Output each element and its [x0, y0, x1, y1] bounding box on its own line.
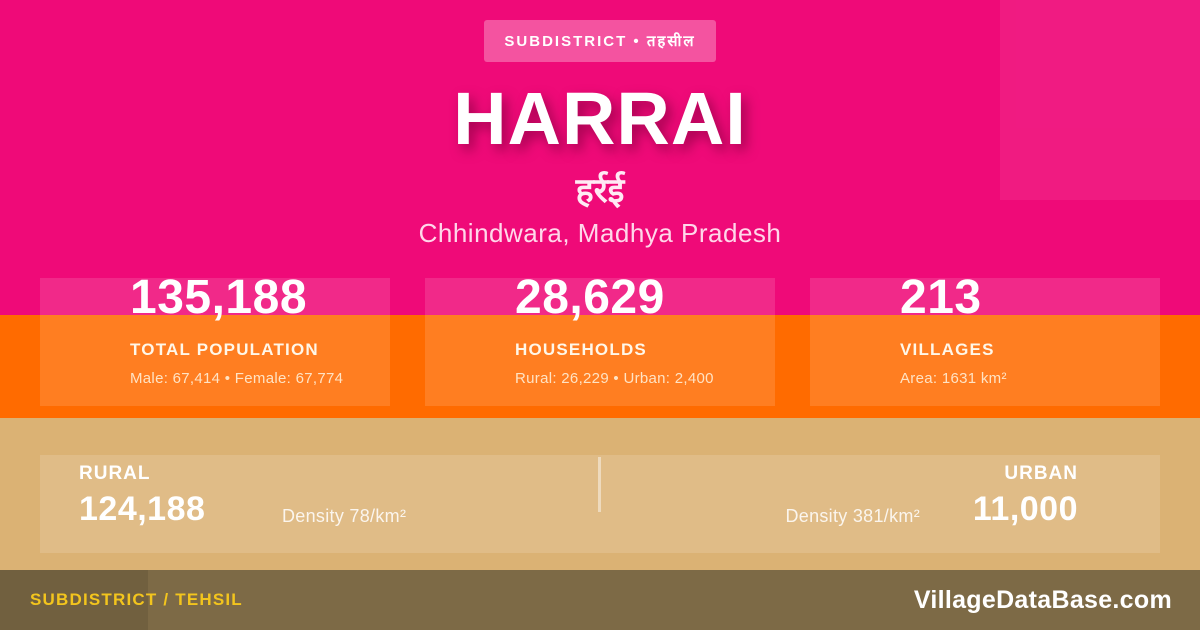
urban-label: URBAN [1004, 463, 1078, 484]
top-right-accent-block [1000, 0, 1200, 200]
stat-label: HOUSEHOLDS [515, 340, 647, 359]
urban-density: Density 381/km² [785, 506, 920, 526]
stat-label: VILLAGES [900, 340, 995, 359]
page-title: HARRAI [453, 77, 747, 160]
stat-card-households: 28,629 HOUSEHOLDS Rural: 26,229 • Urban:… [425, 274, 775, 406]
rural-group: RURAL 124,188 [79, 463, 205, 529]
title-hindi: हर्रई [575, 172, 625, 210]
footer-inner: SUBDISTRICT / TEHSIL VillageDataBase.com [0, 570, 1200, 630]
rural-urban-panel: RURAL 124,188 Density 78/km² Density 381… [40, 455, 1160, 553]
stat-value: 28,629 [515, 271, 665, 324]
rural-value: 124,188 [79, 490, 206, 528]
section-divider [598, 457, 601, 512]
stat-value: 213 [900, 271, 982, 324]
urban-group: URBAN 11,000 [973, 463, 1078, 529]
stat-card-total-population: 135,188 TOTAL POPULATION Male: 67,414 • … [40, 274, 390, 406]
tan-band [0, 418, 1200, 570]
type-badge-row: SUBDISTRICT • तहसील [0, 20, 1200, 62]
type-badge: SUBDISTRICT • तहसील [484, 20, 716, 62]
urban-value: 11,000 [972, 490, 1078, 528]
rural-density: Density 78/km² [282, 506, 407, 526]
stat-detail: Male: 67,414 • Female: 67,774 [130, 370, 344, 387]
stat-value: 135,188 [130, 271, 308, 324]
stat-detail: Area: 1631 km² [900, 370, 1007, 387]
footer-brand: VillageDataBase.com [913, 585, 1172, 614]
orange-band [0, 315, 1200, 418]
stat-detail: Rural: 26,229 • Urban: 2,400 [515, 370, 714, 387]
footer: SUBDISTRICT / TEHSIL VillageDataBase.com [0, 570, 1200, 630]
footer-left-strip [0, 570, 148, 630]
stat-card-villages: 213 VILLAGES Area: 1631 km² [810, 274, 1160, 406]
location-subtitle: Chhindwara, Madhya Pradesh [418, 218, 782, 248]
footer-type-label: SUBDISTRICT / TEHSIL [30, 590, 243, 609]
stat-label: TOTAL POPULATION [130, 340, 319, 359]
rural-label: RURAL [79, 463, 151, 484]
